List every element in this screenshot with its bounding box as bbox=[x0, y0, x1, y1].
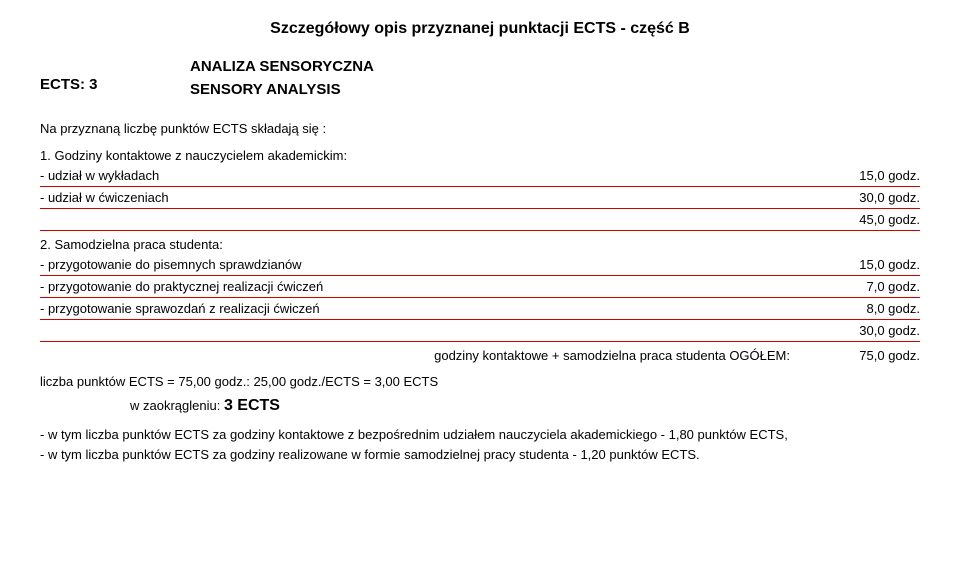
main-title: Szczegółowy opis przyznanej punktacji EC… bbox=[40, 20, 920, 38]
row-value: 7,0 godz. bbox=[830, 279, 920, 294]
table-row: - udział w ćwiczeniach 30,0 godz. bbox=[40, 187, 920, 209]
total-label: godziny kontaktowe + samodzielna praca s… bbox=[434, 348, 790, 363]
section2-heading: 2. Samodzielna praca studenta: bbox=[40, 237, 920, 252]
footnote-line: - w tym liczba punktów ECTS za godziny k… bbox=[40, 425, 920, 445]
total-row: godziny kontaktowe + samodzielna praca s… bbox=[40, 342, 920, 366]
subtitle-line1: ANALIZA SENSORYCZNA bbox=[190, 56, 374, 79]
round-prefix: w zaokrągleniu: bbox=[130, 398, 224, 413]
subtitle-block: ANALIZA SENSORYCZNA SENSORY ANALYSIS bbox=[190, 56, 374, 101]
footnote-line: - w tym liczba punktów ECTS za godziny r… bbox=[40, 445, 920, 465]
table-row: - udział w wykładach 15,0 godz. bbox=[40, 165, 920, 187]
row-label: - przygotowanie do praktycznej realizacj… bbox=[40, 279, 830, 294]
total-value: 75,0 godz. bbox=[830, 348, 920, 363]
sub-header: ECTS: 3 ANALIZA SENSORYCZNA SENSORY ANAL… bbox=[40, 56, 920, 101]
calc-line: liczba punktów ECTS = 75,00 godz.: 25,00… bbox=[40, 374, 920, 389]
row-label: - udział w wykładach bbox=[40, 168, 830, 183]
subtotal-value: 30,0 godz. bbox=[830, 323, 920, 338]
subtotal-value: 45,0 godz. bbox=[830, 212, 920, 227]
row-label: - udział w ćwiczeniach bbox=[40, 190, 830, 205]
row-value: 15,0 godz. bbox=[830, 257, 920, 272]
row-value: 8,0 godz. bbox=[830, 301, 920, 316]
ects-label: ECTS: 3 bbox=[40, 56, 190, 101]
footnotes: - w tym liczba punktów ECTS za godziny k… bbox=[40, 425, 920, 464]
table-row: - przygotowanie sprawozdań z realizacji … bbox=[40, 298, 920, 320]
page: Szczegółowy opis przyznanej punktacji EC… bbox=[0, 0, 960, 581]
row-value: 15,0 godz. bbox=[830, 168, 920, 183]
round-value: 3 ECTS bbox=[224, 397, 280, 414]
round-line: w zaokrągleniu: 3 ECTS bbox=[130, 397, 920, 415]
subtotal-row: 45,0 godz. bbox=[40, 209, 920, 231]
row-value: 30,0 godz. bbox=[830, 190, 920, 205]
section1-heading: 1. Godziny kontaktowe z nauczycielem aka… bbox=[40, 148, 920, 163]
intro-text: Na przyznaną liczbę punktów ECTS składaj… bbox=[40, 121, 920, 136]
subtotal-row: 30,0 godz. bbox=[40, 320, 920, 342]
table-row: - przygotowanie do pisemnych sprawdzianó… bbox=[40, 254, 920, 276]
table-row: - przygotowanie do praktycznej realizacj… bbox=[40, 276, 920, 298]
row-label: - przygotowanie sprawozdań z realizacji … bbox=[40, 301, 830, 316]
row-label: - przygotowanie do pisemnych sprawdzianó… bbox=[40, 257, 830, 272]
subtitle-line2: SENSORY ANALYSIS bbox=[190, 79, 374, 102]
